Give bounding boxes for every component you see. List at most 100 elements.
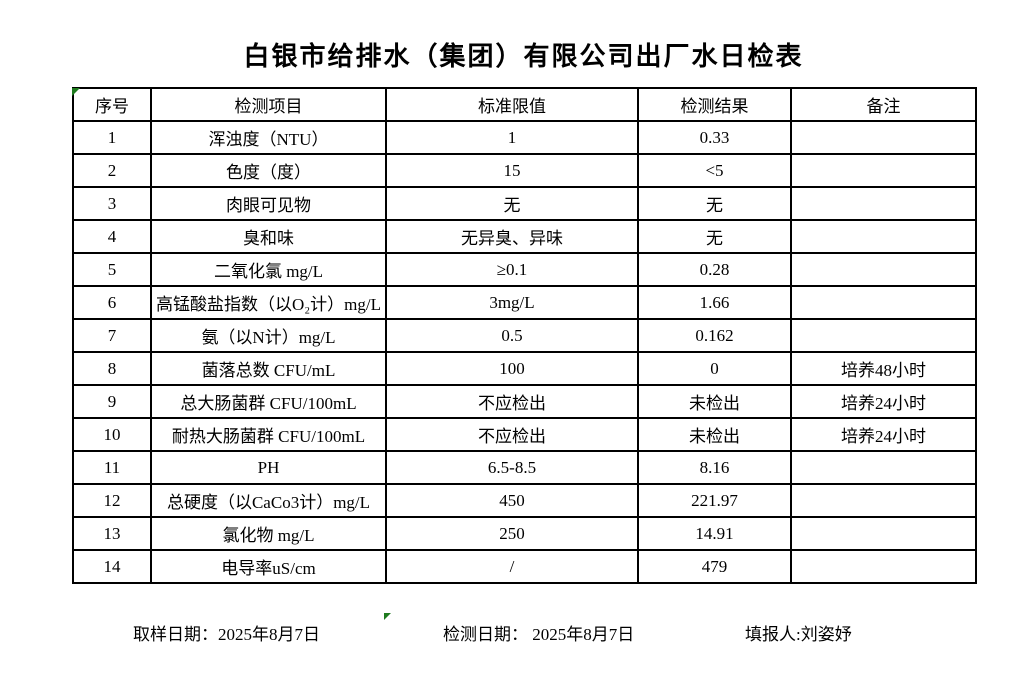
cell-standard-limit: 3mg/L xyxy=(385,285,639,320)
cell-remarks xyxy=(790,549,977,584)
cell-standard-limit: 250 xyxy=(385,516,639,551)
table-row: 11 PH 6.5-8.5 8.16 xyxy=(72,450,977,485)
cell-test-item: 高锰酸盐指数（以O₂计）mg/L xyxy=(150,285,387,320)
cell-test-item: 总硬度（以CaCo3计）mg/L xyxy=(150,483,387,518)
cell-serial-number: 14 xyxy=(72,549,152,584)
table-row: 1 浑浊度（NTU） 1 0.33 xyxy=(72,120,977,155)
cell-standard-limit: / xyxy=(385,549,639,584)
table-row: 9 总大肠菌群 CFU/100mL 不应检出 未检出 培养24小时 xyxy=(72,384,977,419)
footer: 取样日期：2025年8月7日 检测日期： 2025年8月7日 填报人:刘姿妤 xyxy=(0,620,1027,646)
cell-test-item: 耐热大肠菌群 CFU/100mL xyxy=(150,417,387,452)
header-serial-number: 序号 xyxy=(72,87,152,122)
cell-test-result: 479 xyxy=(637,549,792,584)
cell-remarks: 培养48小时 xyxy=(790,351,977,386)
cell-standard-limit: 6.5-8.5 xyxy=(385,450,639,485)
table-row: 3 肉眼可见物 无 无 xyxy=(72,186,977,221)
cell-serial-number: 11 xyxy=(72,450,152,485)
cell-test-result: 未检出 xyxy=(637,417,792,452)
cell-standard-limit: 不应检出 xyxy=(385,384,639,419)
cell-test-result: 0.33 xyxy=(637,120,792,155)
cell-test-result: <5 xyxy=(637,153,792,188)
table-row: 12 总硬度（以CaCo3计）mg/L 450 221.97 xyxy=(72,483,977,518)
cell-serial-number: 6 xyxy=(72,285,152,320)
cell-test-item: 总大肠菌群 CFU/100mL xyxy=(150,384,387,419)
cell-test-result: 0 xyxy=(637,351,792,386)
cell-standard-limit: 450 xyxy=(385,483,639,518)
cell-test-item: 肉眼可见物 xyxy=(150,186,387,221)
testing-date-label: 检测日期： 2025年8月7日 xyxy=(443,625,635,644)
cell-remarks xyxy=(790,318,977,353)
cell-standard-limit: 0.5 xyxy=(385,318,639,353)
cell-test-result: 8.16 xyxy=(637,450,792,485)
cell-test-result: 无 xyxy=(637,219,792,254)
cell-remarks xyxy=(790,186,977,221)
header-test-item: 检测项目 xyxy=(150,87,387,122)
cell-remarks xyxy=(790,219,977,254)
table-body: 1 浑浊度（NTU） 1 0.33 2 色度（度） 15 <5 3 肉眼可见物 … xyxy=(72,120,977,584)
cell-remarks xyxy=(790,252,977,287)
cell-serial-number: 9 xyxy=(72,384,152,419)
cell-test-item: 菌落总数 CFU/mL xyxy=(150,351,387,386)
cell-standard-limit: ≥0.1 xyxy=(385,252,639,287)
inspection-table: 序号 检测项目 标准限值 检测结果 备注 1 浑浊度（NTU） 1 0.33 2… xyxy=(72,87,977,584)
cell-test-result: 221.97 xyxy=(637,483,792,518)
cell-remarks: 培养24小时 xyxy=(790,417,977,452)
cell-test-result: 14.91 xyxy=(637,516,792,551)
cell-serial-number: 7 xyxy=(72,318,152,353)
cell-remarks xyxy=(790,120,977,155)
cell-test-result: 0.28 xyxy=(637,252,792,287)
cell-standard-limit: 1 xyxy=(385,120,639,155)
header-standard-limit: 标准限值 xyxy=(385,87,639,122)
cell-test-item: 电导率uS/cm xyxy=(150,549,387,584)
table-row: 10 耐热大肠菌群 CFU/100mL 不应检出 未检出 培养24小时 xyxy=(72,417,977,452)
cell-test-item: 氯化物 mg/L xyxy=(150,516,387,551)
cell-remarks xyxy=(790,483,977,518)
cell-remarks xyxy=(790,450,977,485)
sampling-date-label: 取样日期：2025年8月7日 xyxy=(133,625,320,644)
cell-remarks xyxy=(790,153,977,188)
cell-standard-limit: 不应检出 xyxy=(385,417,639,452)
cell-serial-number: 1 xyxy=(72,120,152,155)
header-test-result: 检测结果 xyxy=(637,87,792,122)
cell-serial-number: 13 xyxy=(72,516,152,551)
cell-test-item: 氨（以N计）mg/L xyxy=(150,318,387,353)
table-row: 2 色度（度） 15 <5 xyxy=(72,153,977,188)
table-row: 5 二氧化氯 mg/L ≥0.1 0.28 xyxy=(72,252,977,287)
header-remarks: 备注 xyxy=(790,87,977,122)
table-row: 8 菌落总数 CFU/mL 100 0 培养48小时 xyxy=(72,351,977,386)
cell-test-result: 1.66 xyxy=(637,285,792,320)
cell-standard-limit: 100 xyxy=(385,351,639,386)
cell-serial-number: 10 xyxy=(72,417,152,452)
green-corner-indicator-icon xyxy=(72,88,80,96)
table-header-row: 序号 检测项目 标准限值 检测结果 备注 xyxy=(72,87,977,122)
cell-remarks xyxy=(790,285,977,320)
cell-test-result: 0.162 xyxy=(637,318,792,353)
cell-test-result: 无 xyxy=(637,186,792,221)
table-row: 4 臭和味 无异臭、异味 无 xyxy=(72,219,977,254)
cell-remarks xyxy=(790,516,977,551)
cell-test-item: 色度（度） xyxy=(150,153,387,188)
table-row: 7 氨（以N计）mg/L 0.5 0.162 xyxy=(72,318,977,353)
cell-test-result: 未检出 xyxy=(637,384,792,419)
table-row: 13 氯化物 mg/L 250 14.91 xyxy=(72,516,977,551)
cell-standard-limit: 15 xyxy=(385,153,639,188)
cell-serial-number: 5 xyxy=(72,252,152,287)
cell-test-item: 浑浊度（NTU） xyxy=(150,120,387,155)
cell-serial-number: 8 xyxy=(72,351,152,386)
cell-remarks: 培养24小时 xyxy=(790,384,977,419)
cell-test-item: PH xyxy=(150,450,387,485)
cell-standard-limit: 无异臭、异味 xyxy=(385,219,639,254)
cell-serial-number: 3 xyxy=(72,186,152,221)
cell-test-item: 臭和味 xyxy=(150,219,387,254)
cell-standard-limit: 无 xyxy=(385,186,639,221)
cell-serial-number: 12 xyxy=(72,483,152,518)
green-corner-indicator-icon xyxy=(384,613,391,620)
cell-test-item: 二氧化氯 mg/L xyxy=(150,252,387,287)
cell-serial-number: 4 xyxy=(72,219,152,254)
table-row: 6 高锰酸盐指数（以O₂计）mg/L 3mg/L 1.66 xyxy=(72,285,977,320)
cell-serial-number: 2 xyxy=(72,153,152,188)
table-row: 14 电导率uS/cm / 479 xyxy=(72,549,977,584)
page-title: 白银市给排水（集团）有限公司出厂水日检表 xyxy=(243,41,804,71)
reporter-label: 填报人:刘姿妤 xyxy=(745,625,852,644)
